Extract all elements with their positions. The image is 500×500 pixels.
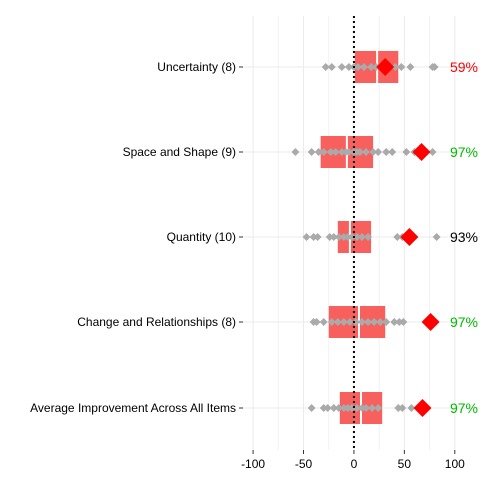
mean-marker (413, 399, 432, 417)
data-point (312, 318, 321, 326)
data-point (334, 233, 343, 241)
data-point (391, 63, 400, 71)
data-point (344, 148, 353, 156)
data-point (333, 318, 342, 326)
mean-marker (412, 143, 431, 161)
data-point (358, 233, 367, 241)
mean-marker (421, 313, 440, 331)
data-point (395, 318, 404, 326)
data-point (337, 63, 346, 71)
data-point (382, 318, 391, 326)
data-point (388, 148, 397, 156)
data-point (369, 148, 378, 156)
data-point (364, 233, 373, 241)
data-point (323, 404, 332, 412)
data-point (355, 148, 364, 156)
percent-label: 97% (450, 400, 478, 416)
category-label: Average Improvement Across All Items (30, 401, 236, 415)
data-point (368, 404, 377, 412)
data-point (382, 148, 391, 156)
data-point (314, 148, 323, 156)
data-point (394, 404, 403, 412)
data-point (393, 233, 402, 241)
data-point (331, 148, 340, 156)
data-point (329, 233, 338, 241)
data-point (362, 404, 371, 412)
data-point (399, 318, 408, 326)
data-point (374, 148, 383, 156)
data-point (398, 404, 407, 412)
data-point (334, 404, 343, 412)
data-point (327, 318, 336, 326)
data-point (313, 233, 322, 241)
data-point (291, 148, 300, 156)
mean-marker (376, 58, 395, 76)
data-point (358, 318, 367, 326)
data-point (358, 404, 367, 412)
data-point (374, 404, 383, 412)
data-point (343, 404, 352, 412)
data-point (353, 63, 362, 71)
percent-label: 97% (450, 144, 478, 160)
data-point (362, 148, 371, 156)
data-point (352, 404, 361, 412)
x-tick-label: 100 (445, 457, 465, 471)
x-tick-label: 50 (398, 457, 412, 471)
data-point (326, 148, 335, 156)
data-point (319, 318, 328, 326)
data-point (407, 404, 416, 412)
data-point (345, 318, 354, 326)
data-point (376, 318, 385, 326)
data-point (343, 233, 352, 241)
data-point (352, 233, 361, 241)
data-point (327, 63, 336, 71)
data-point (428, 148, 437, 156)
data-point (319, 148, 328, 156)
data-point (432, 233, 441, 241)
x-tick-label: -50 (295, 457, 313, 471)
data-point (372, 63, 381, 71)
data-point (302, 233, 311, 241)
data-point (360, 63, 369, 71)
data-point (364, 318, 373, 326)
category-label: Quantity (10) (167, 230, 236, 244)
data-point (370, 318, 379, 326)
data-point (307, 148, 316, 156)
data-point (319, 404, 328, 412)
data-point (430, 63, 439, 71)
data-point (339, 233, 348, 241)
data-point (402, 148, 411, 156)
mean-marker (400, 228, 419, 246)
data-point (329, 404, 338, 412)
percent-label: 59% (450, 59, 478, 75)
data-point (307, 404, 316, 412)
x-tick-label: 0 (351, 457, 358, 471)
category-label: Uncertainty (8) (157, 60, 236, 74)
data-point (351, 318, 360, 326)
data-point (337, 148, 346, 156)
category-label: Change and Relationships (8) (77, 315, 236, 329)
data-point (406, 63, 415, 71)
percent-label: 93% (450, 229, 478, 245)
category-label: Space and Shape (9) (123, 145, 236, 159)
data-point (325, 233, 334, 241)
data-point (339, 404, 348, 412)
data-point (347, 233, 356, 241)
percent-label: 97% (450, 314, 478, 330)
x-tick-label: -100 (241, 457, 265, 471)
data-point (339, 318, 348, 326)
data-point (367, 63, 376, 71)
data-point (344, 63, 353, 71)
data-point (397, 63, 406, 71)
data-point (321, 63, 330, 71)
data-point (309, 233, 318, 241)
data-point (390, 318, 399, 326)
